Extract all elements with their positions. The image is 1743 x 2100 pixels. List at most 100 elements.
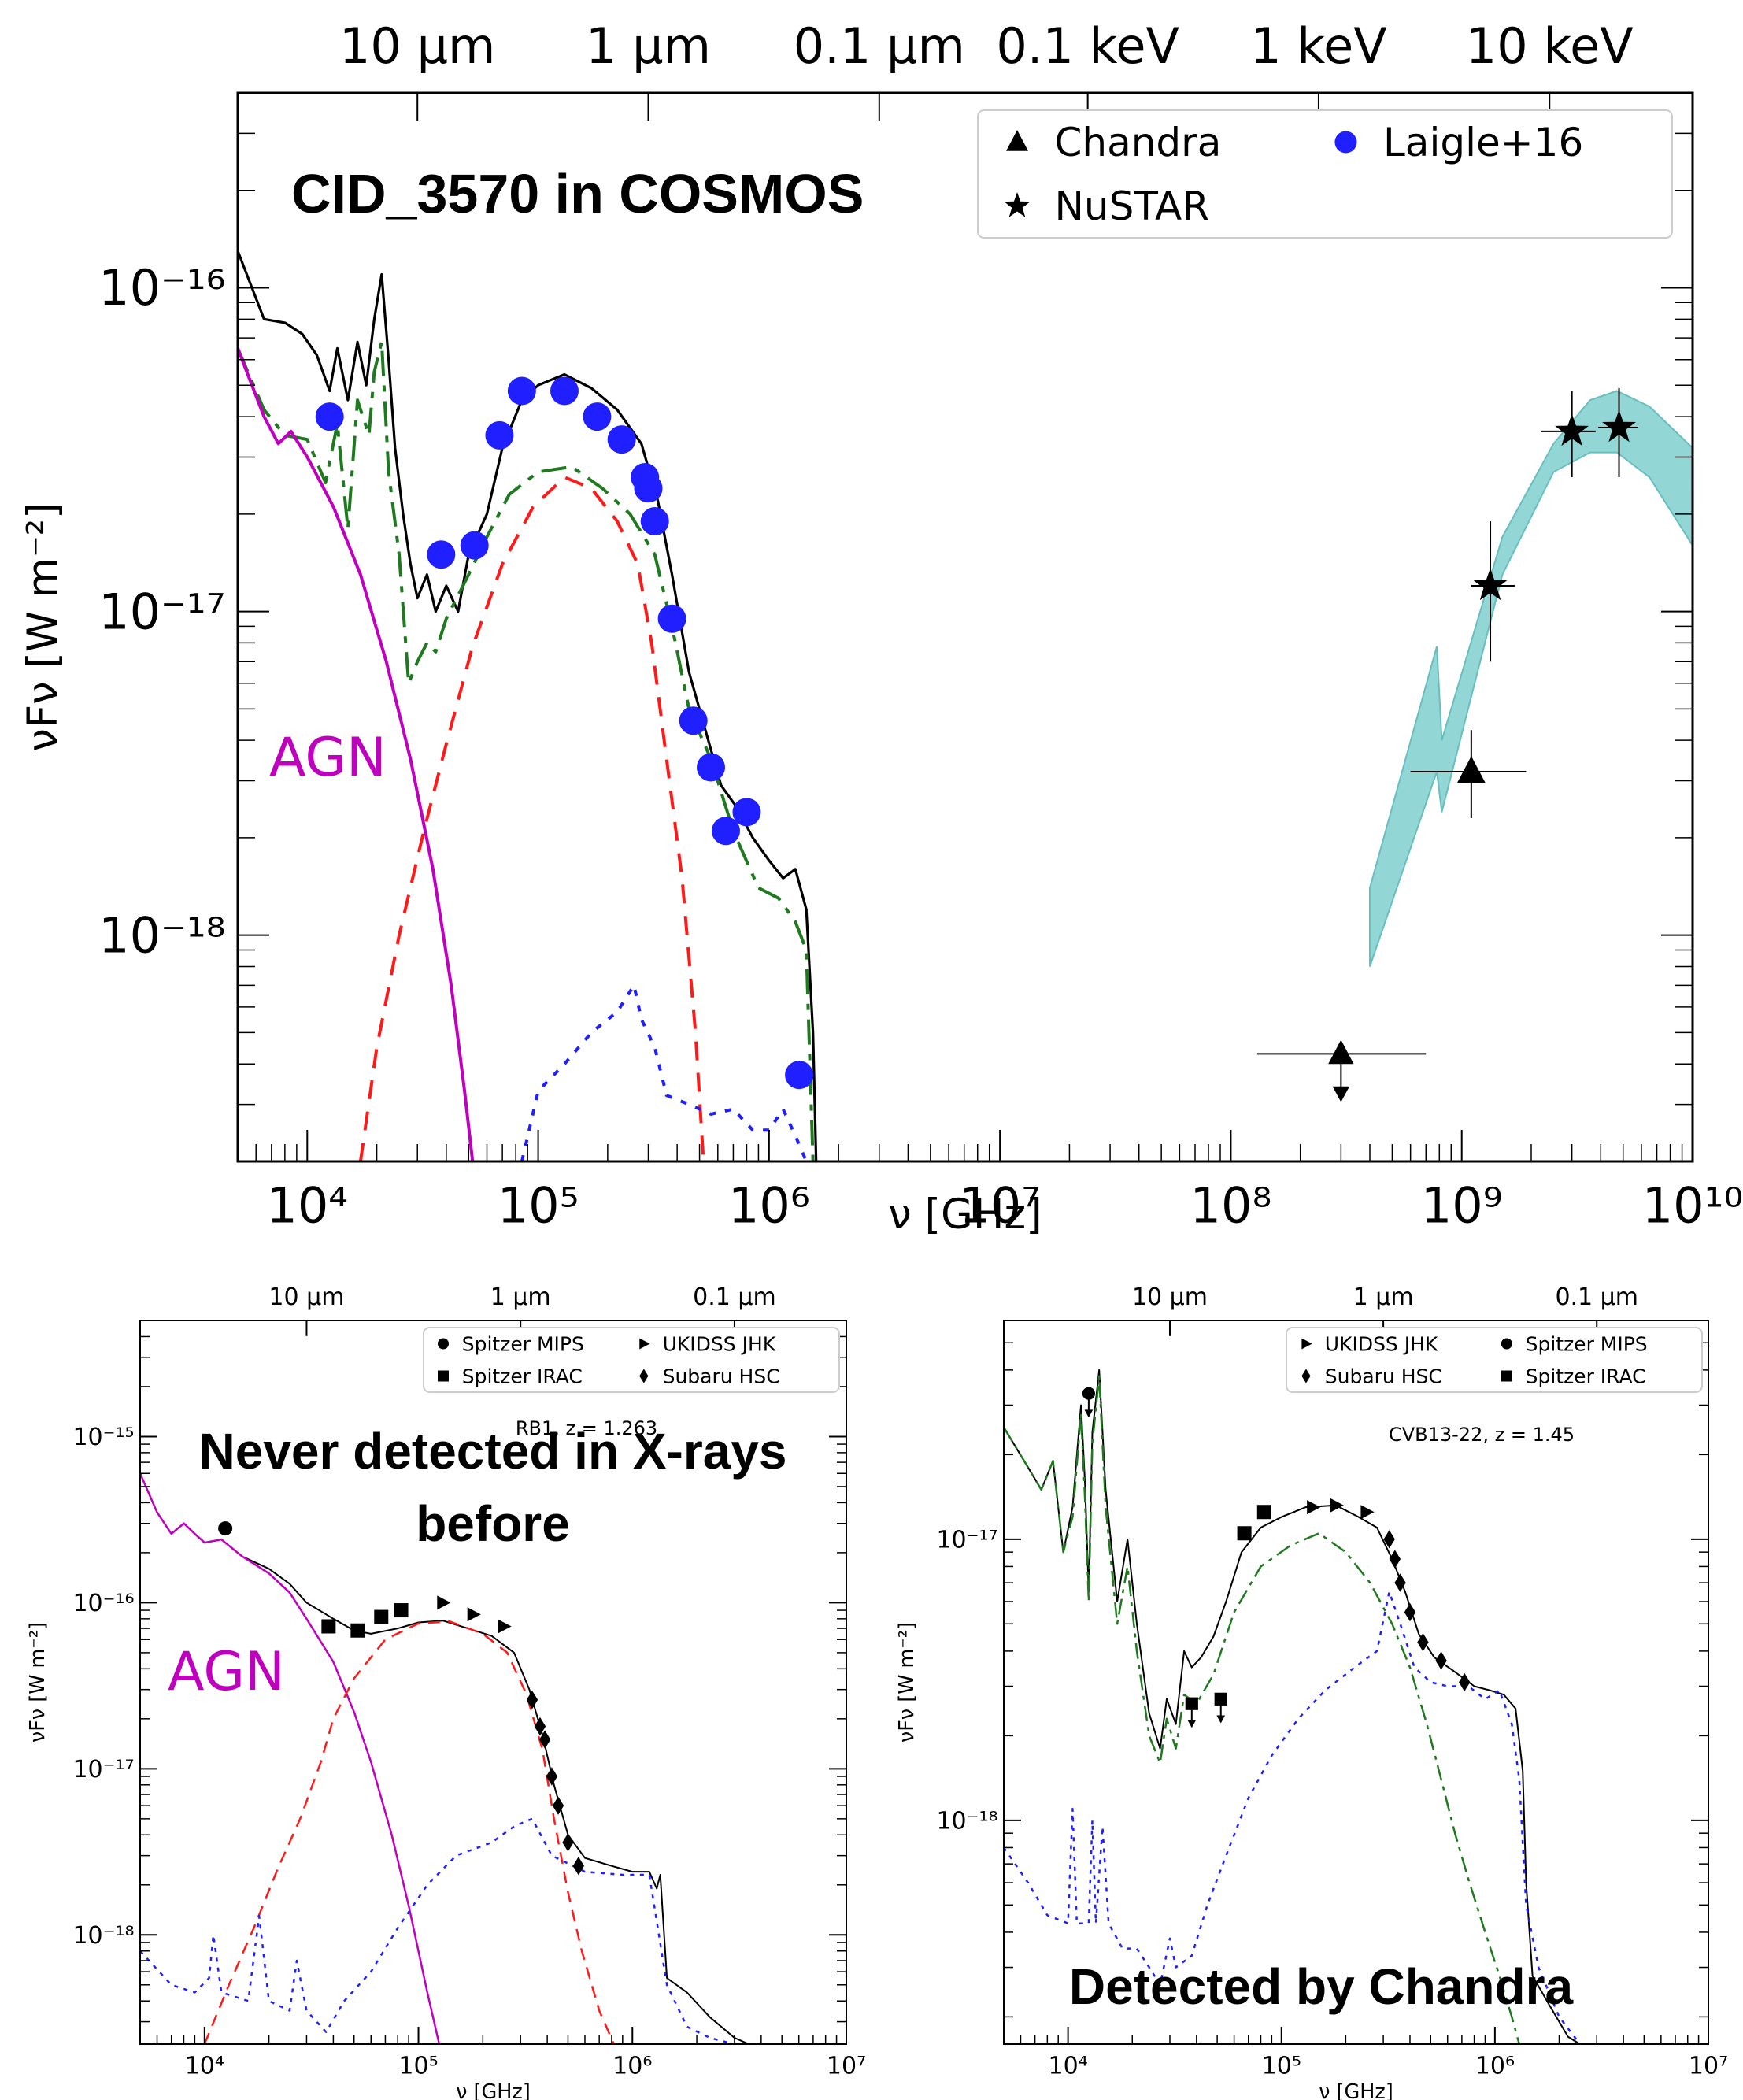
data-point-laigle-16 [507,376,536,406]
data-point-spitzer-mips [1082,1387,1095,1400]
legend-marker-square [438,1370,449,1382]
xray-model-band [1369,390,1693,967]
data-point-laigle-16 [785,1061,814,1090]
data-point-chandra [1328,1039,1354,1065]
data-point-laigle-16 [640,506,669,535]
y-axis-label: νFν [W m⁻²] [26,1622,50,1743]
data-point-nustar [1555,413,1589,446]
data-point-ukidss-jhk [1330,1498,1344,1513]
data-point-subaru-hsc [538,1730,551,1749]
top-axis-label: 1 μm [586,17,711,75]
top-axis-label: 0.1 keV [996,17,1179,75]
legend-box [423,1327,840,1393]
legend: Spitzer MIPS UKIDSS JHK Spitzer IRAC Subaru… [423,1327,840,1393]
sed-line-1f1fff-dotted [1004,1591,1581,2044]
data-point-subaru-hsc [1404,1602,1416,1622]
legend-marker-square [1501,1370,1512,1382]
sed-line-000000-solid [140,1472,749,2044]
legend-label: Spitzer MIPS [1526,1332,1648,1355]
data-point-laigle-16 [315,402,344,431]
data-point-subaru-hsc [526,1691,538,1709]
data-point-laigle-16 [427,540,456,569]
legend-label: UKIDSS JHK [1325,1332,1438,1355]
top-axis-label: 0.1 μm [693,1283,776,1311]
data-point-laigle-16 [634,474,663,503]
legend-marker-diamond [1301,1369,1311,1383]
x-axis-label: ν [GHz] [1319,2080,1393,2100]
y-tick-label: 10⁻¹⁵ [72,1424,134,1451]
data-point-ukidss-jhk [1307,1500,1321,1515]
data-point-spitzer-irac [1214,1692,1227,1706]
x-tick-label: 10⁵ [498,1177,579,1235]
data-point-subaru-hsc [1417,1632,1429,1652]
y-tick-label: 10⁻¹⁶ [72,1590,134,1617]
top-axis-label: 0.1 μm [794,17,965,75]
data-point-laigle-16 [460,531,489,560]
sed-line-1f7a1f-dashdot [1004,1375,1521,2044]
annotation-source-name: CID_3570 in COSMOS [291,163,864,224]
data-point-subaru-hsc [572,1857,585,1876]
sed-line-1f7a1f-dashdot [238,340,815,1161]
y-axis-label: νFν [W m⁻²] [19,502,67,751]
plot-frame [236,91,1694,1163]
legend-label: Subaru HSC [663,1365,780,1387]
chart-panel-1: 10⁴ 10⁵ 10⁶ 10⁷ 10⁸ 10⁹ 10¹⁰ 10⁻¹⁸ 10⁻¹⁷ 10⁻¹⁶ 10 … [19,17,1743,1239]
annotation-callout: Never detected in X-rays [199,1423,787,1480]
chart-panel-2: 10⁴ 10⁵ 10⁶ 10⁷ 10⁻¹⁸ 10⁻¹⁷ 10⁻¹⁶ 10⁻¹⁵ 10 μm 1 μ… [26,1283,866,2100]
top-axis-label: 1 μm [490,1283,551,1311]
x-tick-label: 10⁴ [266,1177,348,1235]
y-tick-label: 10⁻¹⁸ [98,906,225,964]
x-tick-label: 10⁷ [959,1177,1041,1235]
data-point-ukidss-jhk [437,1595,451,1610]
x-axis-label: ν [GHz] [888,1191,1042,1239]
data-point-laigle-16 [732,798,761,827]
sed-line-1f1fff-dotted [520,983,809,1161]
legend-marker-triangle-right [1301,1338,1312,1350]
top-axis-label: 10 keV [1466,17,1634,75]
upper-limit-arrowhead [1332,1086,1350,1102]
x-axis-label: ν [GHz] [456,2080,531,2100]
legend-marker-circle [438,1338,449,1350]
legend-marker-triangle-right [639,1338,650,1350]
chart-title: RB1, z = 1.263 [516,1417,657,1439]
x-tick-label: 10⁶ [728,1177,810,1235]
y-tick-label: 10⁻¹⁶ [98,259,225,317]
legend-label: Chandra [1055,120,1222,165]
legend-label: NuSTAR [1055,183,1209,229]
data-point-ukidss-jhk [1360,1505,1375,1520]
x-tick-label: 10⁴ [1049,2053,1088,2080]
legend-marker-diamond [639,1369,649,1383]
legend-box [1286,1327,1703,1393]
x-tick-label: 10⁸ [1190,1177,1272,1235]
x-tick-label: 10⁵ [1262,2053,1301,2080]
data-point-nustar [1473,568,1508,601]
plot-frame [139,1320,847,2045]
legend-label: Spitzer MIPS [462,1332,584,1355]
y-tick-label: 10⁻¹⁸ [936,1807,997,1835]
data-point-subaru-hsc [1394,1573,1406,1592]
plot-area [140,1472,749,2044]
y-tick-label: 10⁻¹⁷ [98,583,225,640]
sed-line-bf00bf-solid [238,347,475,1161]
data-point-laigle-16 [711,817,740,846]
top-axis-label: 1 μm [1353,1283,1414,1311]
top-axis-label: 10 μm [1132,1283,1208,1311]
x-tick-label: 10⁶ [612,2053,652,2080]
annotation-agn: AGN [168,1641,285,1703]
upper-limit-arrowhead [1216,1715,1226,1724]
data-point-subaru-hsc [546,1767,558,1786]
data-point-spitzer-irac [1237,1526,1252,1541]
x-tick-label: 10⁷ [827,2053,866,2080]
data-point-spitzer-mips [218,1521,233,1536]
legend-marker-star [1004,192,1031,217]
x-tick-label: 10⁵ [398,2053,438,2080]
legend-marker-circle [1501,1338,1512,1350]
y-tick-label: 10⁻¹⁷ [936,1526,997,1554]
data-point-laigle-16 [485,420,514,450]
data-point-laigle-16 [550,376,579,406]
top-axis-label: 0.1 μm [1555,1283,1638,1311]
legend-label: Subaru HSC [1325,1365,1442,1387]
x-tick-label: 10⁹ [1421,1177,1503,1235]
plot-area [1004,1369,1581,2044]
